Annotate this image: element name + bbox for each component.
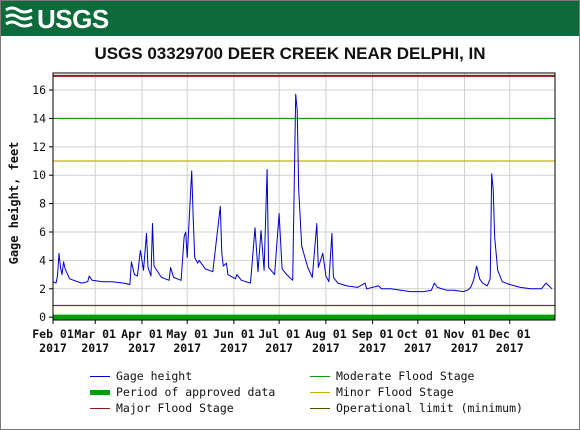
x-tick-label-year: 2017 bbox=[451, 341, 479, 355]
x-tick-label-month: Mar 01 bbox=[74, 327, 116, 341]
x-tick-label-year: 2017 bbox=[128, 341, 156, 355]
x-tick-label-year: 2017 bbox=[39, 341, 67, 355]
x-tick-label-year: 2017 bbox=[220, 341, 248, 355]
plot-area bbox=[53, 73, 555, 320]
y-tick-label: 6 bbox=[39, 225, 46, 239]
x-tick-label-year: 2017 bbox=[312, 341, 340, 355]
x-tick-label-month: Aug 01 bbox=[305, 327, 347, 341]
chart-title: USGS 03329700 DEER CREEK NEAR DELPHI, IN bbox=[94, 44, 486, 63]
y-tick-label: 8 bbox=[39, 197, 46, 211]
y-tick-label: 2 bbox=[39, 282, 46, 296]
usgs-logo-text: USGS bbox=[37, 4, 109, 34]
x-tick-label-month: Apr 01 bbox=[121, 327, 163, 341]
x-tick-label-year: 2017 bbox=[81, 341, 109, 355]
x-tick-label-month: May 01 bbox=[166, 327, 208, 341]
x-tick-label-year: 2017 bbox=[173, 341, 201, 355]
x-tick-label-year: 2017 bbox=[404, 341, 432, 355]
plot-border bbox=[52, 72, 556, 321]
y-tick-label: 10 bbox=[32, 168, 46, 182]
x-tick-label-month: Sep 01 bbox=[352, 327, 394, 341]
y-tick-label: 0 bbox=[39, 310, 46, 324]
x-tick-label-year: 2017 bbox=[359, 341, 387, 355]
x-tick-label-year: 2017 bbox=[496, 341, 524, 355]
x-tick-label-year: 2017 bbox=[265, 341, 293, 355]
y-tick-label: 12 bbox=[32, 140, 46, 154]
y-axis-label: Gage height, feet bbox=[7, 142, 21, 265]
x-tick-label-month: Jun 01 bbox=[213, 327, 255, 341]
usgs-banner: USGS bbox=[1, 1, 579, 36]
series-line-gage-height bbox=[52, 93, 553, 293]
x-tick-label-month: Feb 01 bbox=[32, 327, 74, 341]
x-tick-label-month: Dec 01 bbox=[489, 327, 531, 341]
x-tick-label-month: Oct 01 bbox=[397, 327, 439, 341]
y-tick-label: 16 bbox=[32, 83, 46, 97]
x-tick-label-month: Nov 01 bbox=[444, 327, 486, 341]
y-tick-label: 4 bbox=[39, 253, 46, 267]
x-tick-label-month: Jul 01 bbox=[258, 327, 300, 341]
usgs-wave-logo-icon bbox=[5, 6, 33, 28]
y-tick-label: 14 bbox=[32, 111, 46, 125]
